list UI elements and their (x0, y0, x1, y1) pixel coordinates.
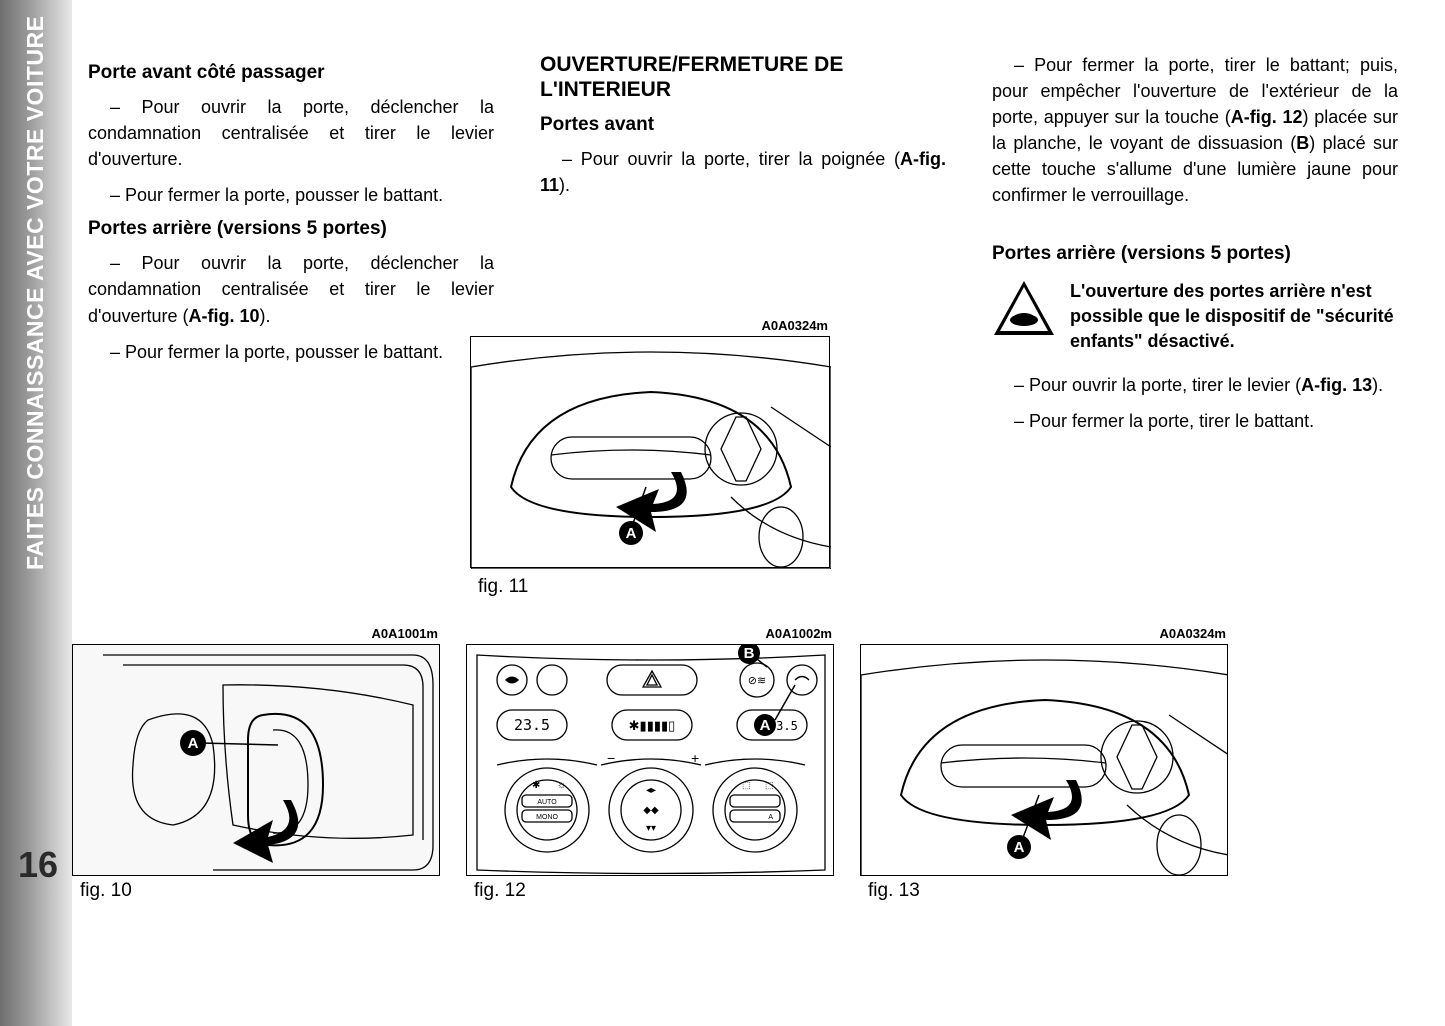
fig13-caption: fig. 13 (868, 880, 920, 902)
col3-para-2: – Pour ouvrir la porte, tirer le levier … (992, 372, 1398, 398)
svg-text:✱▮▮▮▮▯: ✱▮▮▮▮▯ (629, 718, 676, 733)
svg-text:+: + (691, 750, 699, 766)
svg-text:A: A (188, 735, 199, 752)
col3-para-3: – Pour fermer la porte, tirer le battant… (992, 408, 1398, 434)
svg-text:⬚: ⬚ (765, 780, 774, 790)
svg-text:▾▾: ▾▾ (646, 823, 656, 834)
figure-10: A0A1001m A (72, 644, 440, 876)
col3-p1-b: A-fig. 12 (1231, 107, 1303, 127)
fig11-caption: fig. 11 (478, 576, 528, 598)
svg-text:☼: ☼ (557, 780, 566, 791)
svg-text:⊘≋: ⊘≋ (748, 675, 766, 687)
svg-text:3.5: 3.5 (776, 719, 798, 733)
col2-heading-2: Portes avant (540, 114, 946, 136)
svg-text:23.5: 23.5 (514, 716, 550, 734)
svg-text:⬚: ⬚ (742, 780, 751, 790)
svg-text:−: − (607, 750, 615, 766)
col3-p1-d: B (1296, 133, 1309, 153)
column-3: – Pour fermer la porte, tirer le battant… (992, 52, 1398, 444)
svg-text:A: A (768, 814, 773, 821)
fig12-caption: fig. 12 (474, 880, 526, 902)
fig13-code: A0A0324m (1160, 626, 1227, 641)
svg-text:MONO: MONO (536, 814, 558, 821)
col2-heading-1: OUVERTURE/FERMETURE DE L'INTERIEUR (540, 52, 946, 102)
col1-p3-b: A-fig. 10 (189, 306, 260, 326)
svg-text:A: A (1014, 839, 1025, 856)
col3-p2-a: – Pour ouvrir la porte, tirer le levier … (1014, 375, 1301, 395)
col1-para-2: – Pour fermer la porte, pousser le batta… (88, 182, 494, 208)
warning-triangle-icon (992, 279, 1056, 337)
fig10-code: A0A1001m (372, 626, 439, 641)
figure-13: A0A0324m A (860, 644, 1228, 876)
svg-text:◆◆: ◆◆ (643, 805, 659, 816)
col2-p1-c: ). (559, 175, 570, 195)
col1-para-1: – Pour ouvrir la porte, déclencher la co… (88, 94, 494, 172)
svg-text:◂▸: ◂▸ (646, 785, 656, 796)
col1-heading-1: Porte avant côté passager (88, 62, 494, 84)
column-1: Porte avant côté passager – Pour ouvrir … (88, 52, 494, 444)
svg-text:A: A (760, 717, 771, 734)
page-number: 16 (18, 844, 58, 886)
col1-p3-c: ). (260, 306, 271, 326)
col1-para-3: – Pour ouvrir la porte, déclencher la co… (88, 250, 494, 328)
col3-p2-c: ). (1372, 375, 1383, 395)
col2-para-1: – Pour ouvrir la porte, tirer la poignée… (540, 146, 946, 198)
col1-p3-a: – Pour ouvrir la porte, déclencher la co… (88, 253, 494, 325)
warning-box: L'ouverture des portes arrière n'est pos… (992, 279, 1398, 355)
col3-heading-2: Portes arrière (versions 5 portes) (992, 243, 1398, 265)
svg-text:A: A (626, 525, 637, 542)
col1-para-4: – Pour fermer la porte, pousser le batta… (88, 339, 494, 365)
svg-text:✱: ✱ (532, 780, 540, 791)
figure-11: A0A0324m A fig. 11 (470, 336, 830, 568)
col3-para-1: – Pour fermer la porte, tirer le battant… (992, 52, 1398, 209)
figure-row: A0A1001m A A0A1002m (72, 644, 1432, 876)
svg-text:AUTO: AUTO (537, 799, 557, 806)
warning-text: L'ouverture des portes arrière n'est pos… (1070, 279, 1398, 355)
col2-p1-a: – Pour ouvrir la porte, tirer la poignée… (562, 149, 900, 169)
svg-text:B: B (744, 645, 755, 662)
figure-12: A0A1002m ⊘≋ B (466, 644, 834, 876)
col1-heading-2: Portes arrière (versions 5 portes) (88, 218, 494, 240)
fig11-code: A0A0324m (762, 318, 829, 333)
col3-p2-b: A-fig. 13 (1301, 375, 1372, 395)
fig12-code: A0A1002m (766, 626, 833, 641)
fig10-caption: fig. 10 (80, 880, 132, 902)
section-title-vertical: FAITES CONNAISSANCE AVEC VOTRE VOITURE (22, 16, 49, 570)
